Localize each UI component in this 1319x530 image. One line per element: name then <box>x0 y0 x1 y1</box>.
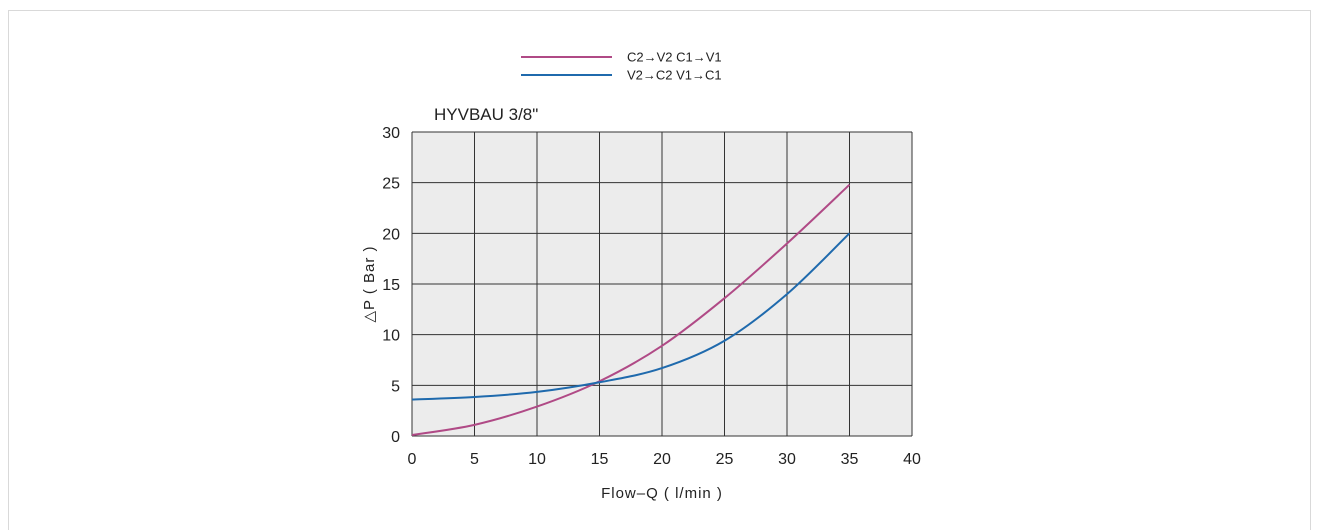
y-tick-label: 25 <box>382 176 400 193</box>
x-tick-label: 30 <box>778 451 796 468</box>
x-tick-label: 0 <box>408 451 417 468</box>
series-line-1 <box>411 183 851 436</box>
y-tick-label: 10 <box>382 328 400 345</box>
legend-label-series-2: V2→C2 V1→C1 <box>627 68 722 83</box>
y-tick-label: 0 <box>391 429 400 446</box>
x-tick-label: 20 <box>653 451 671 468</box>
chart-svg: 0 5 10 15 20 25 30 35 40 0 5 10 15 20 25 30 HYVBAU 3/8"… <box>361 50 921 503</box>
x-tick-label: 40 <box>903 451 921 468</box>
legend: C2→V2 C1→V1 V2→C2 V1→C1 <box>521 50 722 83</box>
y-tick-label: 30 <box>382 125 400 142</box>
x-tick-label: 15 <box>591 451 609 468</box>
x-axis-label: Flow–Q ( l/min ) <box>601 485 723 502</box>
chart-frame <box>8 10 1311 530</box>
y-tick-label: 20 <box>382 226 400 243</box>
chart-title: HYVBAU 3/8" <box>434 105 538 124</box>
y-tick-label: 5 <box>391 378 400 395</box>
series-line-2 <box>411 232 851 401</box>
x-tick-label: 5 <box>470 451 479 468</box>
x-tick-label: 10 <box>528 451 546 468</box>
y-axis-label: △P ( Bar ) <box>361 245 378 322</box>
x-tick-label: 25 <box>716 451 734 468</box>
y-tick-label: 15 <box>382 277 400 294</box>
legend-label-series-1: C2→V2 C1→V1 <box>627 50 722 65</box>
x-tick-label: 35 <box>841 451 859 468</box>
